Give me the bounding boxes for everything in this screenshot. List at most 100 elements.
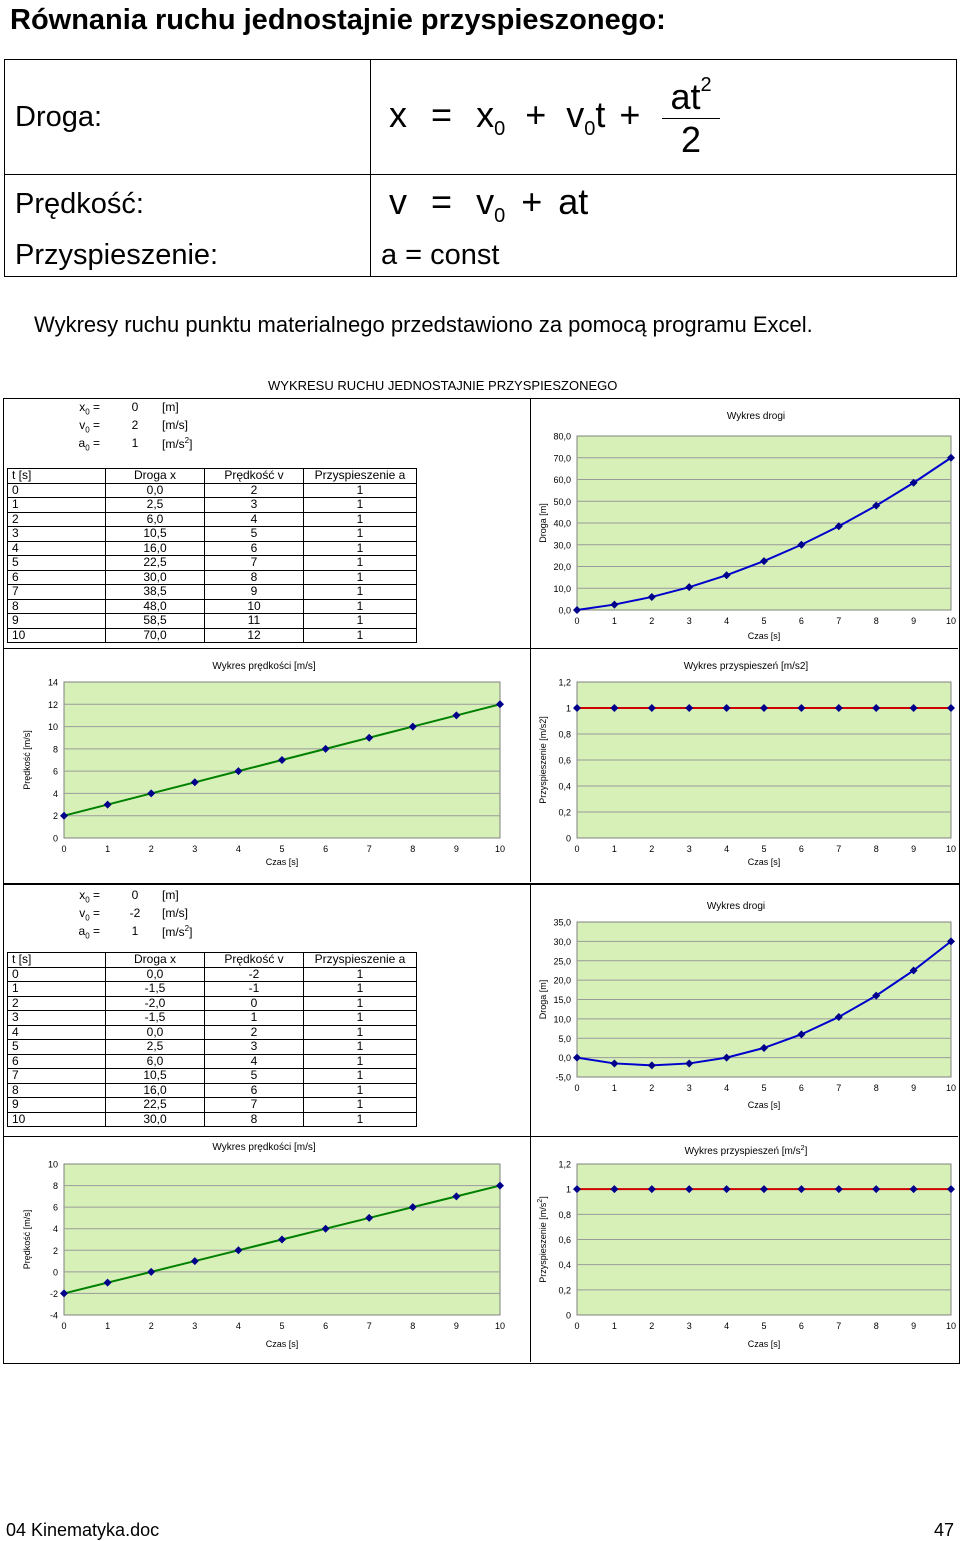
page-title: Równania ruchu jednostajnie przyspieszon… (10, 4, 666, 36)
y-tick-label: 30,0 (553, 937, 571, 947)
table-row: 5 2,5 3 1 (7, 1039, 417, 1055)
y-tick-label: -4 (50, 1311, 58, 1321)
y-tick-label: 40,0 (553, 519, 571, 529)
table-cell: 70,0 (105, 627, 205, 643)
param-key: a0 = (78, 436, 100, 453)
table-row: 6 30,0 8 1 (7, 569, 417, 585)
x-axis-label: Czas [s] (748, 1339, 781, 1349)
table-header-cell: Droga x (105, 952, 205, 968)
x-tick-label: 7 (836, 1321, 841, 1331)
x-tick-label: 1 (612, 1321, 617, 1331)
table-row: 2 6,0 4 1 (7, 511, 417, 527)
data-point-marker (909, 966, 918, 975)
table-header-row: t [s] Droga x Prędkość v Przyspieszenie a (7, 468, 417, 484)
table-cell: 3 (204, 1039, 304, 1055)
table-cell: 1 (303, 555, 417, 571)
data-point-marker (909, 478, 918, 487)
data-point-marker (797, 1185, 806, 1194)
table-header-cell: Przyspieszenie a (303, 952, 417, 968)
x-tick-label: 3 (687, 844, 692, 854)
footer-page-number: 47 (933, 1520, 954, 1540)
x-tick-label: 8 (410, 1321, 415, 1331)
x-tick-label: 0 (574, 1083, 579, 1093)
y-tick-label: 25,0 (553, 956, 571, 966)
divider (530, 398, 531, 882)
x-tick-label: 3 (192, 844, 197, 854)
data-point-marker (365, 1213, 374, 1222)
data-point-marker (647, 592, 656, 601)
divider (3, 1136, 958, 1137)
y-tick-label: -5,0 (555, 1073, 571, 1083)
x-tick-label: 8 (874, 616, 879, 626)
table-header-cell: t [s] (7, 952, 106, 968)
y-tick-label: 0 (566, 1311, 571, 1321)
chart-droga-1: 0,0 10,0 20,0 30,0 40,0 50,0 60,0 70,0 80,0 0 1 2 3 4… (538, 411, 956, 641)
table-cell: 0,0 (105, 966, 205, 982)
x-tick-label: 0 (574, 844, 579, 854)
data-point-marker (760, 557, 768, 566)
data-point-marker (496, 700, 504, 709)
x-tick-label: 7 (836, 844, 841, 854)
table-row: 0 0,0 2 1 (7, 482, 417, 498)
x-tick-label: 4 (724, 844, 729, 854)
y-tick-label: 2 (53, 1246, 58, 1256)
x-tick-label: 4 (236, 1321, 241, 1331)
table-cell: 1 (303, 1082, 417, 1098)
table-header-cell: t [s] (7, 468, 106, 484)
table-row: 1 2,5 3 1 (7, 497, 417, 513)
data-point-marker (872, 501, 881, 510)
data-point-marker (722, 704, 731, 712)
param-key: v0 = (79, 418, 100, 435)
data-point-marker (60, 811, 68, 820)
y-tick-label: 10,0 (553, 1014, 571, 1024)
y-tick-label: 0,0 (558, 606, 571, 616)
x-axis-label: Czas [s] (748, 857, 781, 867)
y-tick-label: 0 (566, 834, 571, 844)
data-point-marker (834, 704, 843, 712)
table-cell: 8 (7, 598, 106, 614)
table-cell: 9 (7, 1097, 106, 1113)
chart-przyspieszenie-1: 0 0,2 0,4 0,6 0,8 1 1,2 0 1 2 3 4 5 6 7 8 9 10 Wykres przy… (538, 661, 956, 867)
table-header-cell: Prędkość v (204, 952, 304, 968)
x-tick-label: 8 (410, 844, 415, 854)
y-tick-label: 0,4 (558, 782, 571, 792)
table-cell: 0 (204, 995, 304, 1011)
x-tick-label: 2 (649, 1321, 654, 1331)
table-cell: 3 (7, 1010, 106, 1026)
table-row: 0 0,0 -2 1 (7, 966, 417, 982)
table-cell: 1 (7, 981, 106, 997)
data-point-marker (573, 1053, 581, 1062)
data-point-marker (722, 571, 731, 580)
x-tick-label: 9 (911, 844, 916, 854)
x-tick-label: 1 (612, 1083, 617, 1093)
predkosc-label: Prędkość: (4, 174, 371, 235)
x-tick-label: 10 (946, 1321, 956, 1331)
y-tick-label: 1,2 (558, 1160, 571, 1170)
table-cell: 16,0 (105, 540, 205, 556)
table-cell: 30,0 (105, 1111, 205, 1127)
x-tick-label: 6 (799, 1321, 804, 1331)
x-tick-label: 10 (946, 844, 956, 854)
table-header-row: t [s] Droga x Prędkość v Przyspieszenie a (7, 952, 417, 968)
y-tick-label: -2 (50, 1289, 58, 1299)
data-point-marker (797, 540, 806, 549)
x-tick-label: 3 (687, 1321, 692, 1331)
footer-filename: 04 Kinematyka.doc (6, 1520, 160, 1540)
y-tick-label: 50,0 (553, 497, 571, 507)
y-tick-label: 0,2 (558, 808, 571, 818)
table-row: 7 38,5 9 1 (7, 584, 417, 600)
data-point-marker (685, 1059, 694, 1068)
chart-title: Wykres prędkości [m/s] (212, 661, 315, 672)
table-cell: 2 (204, 1024, 304, 1040)
y-axis-label: Droga [m] (538, 980, 548, 1020)
table-cell: 48,0 (105, 598, 205, 614)
predkosc-formula: v = v0 + at (370, 174, 957, 235)
table-cell: 6 (7, 569, 106, 585)
y-tick-label: 0,2 (558, 1285, 571, 1295)
x-tick-label: 1 (105, 844, 110, 854)
table-cell: 1 (303, 1053, 417, 1069)
data-point-marker (872, 704, 881, 712)
y-tick-label: 10 (48, 1160, 58, 1170)
y-tick-label: 20,0 (553, 976, 571, 986)
data-point-marker (685, 1185, 694, 1194)
